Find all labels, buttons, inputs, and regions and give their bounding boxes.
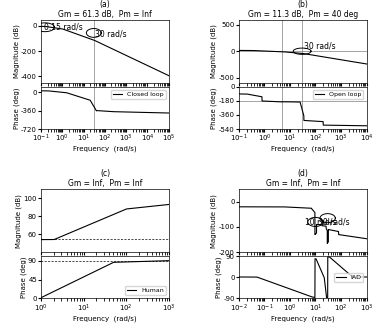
- Y-axis label: Phase (deg): Phase (deg): [211, 87, 217, 129]
- X-axis label: Frequency  (rad/s): Frequency (rad/s): [73, 315, 137, 322]
- Y-axis label: Phase (deg): Phase (deg): [20, 257, 27, 298]
- Text: 10 rad/s: 10 rad/s: [305, 217, 337, 226]
- X-axis label: Frequency  (rad/s): Frequency (rad/s): [271, 146, 334, 153]
- Text: 30 rad/s: 30 rad/s: [318, 217, 349, 226]
- Legend: Open loop: Open loop: [313, 90, 364, 99]
- Text: 30 rad/s: 30 rad/s: [304, 41, 335, 50]
- X-axis label: Frequency  (rad/s): Frequency (rad/s): [73, 146, 137, 153]
- Legend: Human: Human: [125, 286, 166, 295]
- Title: (c)
Gm = Inf,  Pm = Inf: (c) Gm = Inf, Pm = Inf: [68, 169, 142, 188]
- Y-axis label: Magnitude (dB): Magnitude (dB): [211, 194, 217, 248]
- Legend: Closed loop: Closed loop: [111, 90, 166, 99]
- Y-axis label: Phase (deg): Phase (deg): [13, 87, 19, 129]
- Text: 0.15 rad/s: 0.15 rad/s: [43, 23, 82, 32]
- X-axis label: Frequency  (rad/s): Frequency (rad/s): [271, 315, 334, 322]
- Title: (a)
Gm = 61.3 dB,  Pm = Inf: (a) Gm = 61.3 dB, Pm = Inf: [58, 0, 152, 19]
- Title: (b)
Gm = 11.3 dB,  Pm = 40 deg: (b) Gm = 11.3 dB, Pm = 40 deg: [248, 0, 358, 19]
- Legend: IAD: IAD: [334, 273, 364, 282]
- Y-axis label: Magnitude (dB): Magnitude (dB): [211, 24, 218, 78]
- Y-axis label: Magnitude (dB): Magnitude (dB): [16, 194, 22, 248]
- Y-axis label: Magnitude (dB): Magnitude (dB): [13, 24, 20, 78]
- Text: 30 rad/s: 30 rad/s: [95, 29, 127, 38]
- Title: (d)
Gm = Inf,  Pm = Inf: (d) Gm = Inf, Pm = Inf: [266, 169, 340, 188]
- Y-axis label: Phase (deg): Phase (deg): [215, 257, 222, 298]
